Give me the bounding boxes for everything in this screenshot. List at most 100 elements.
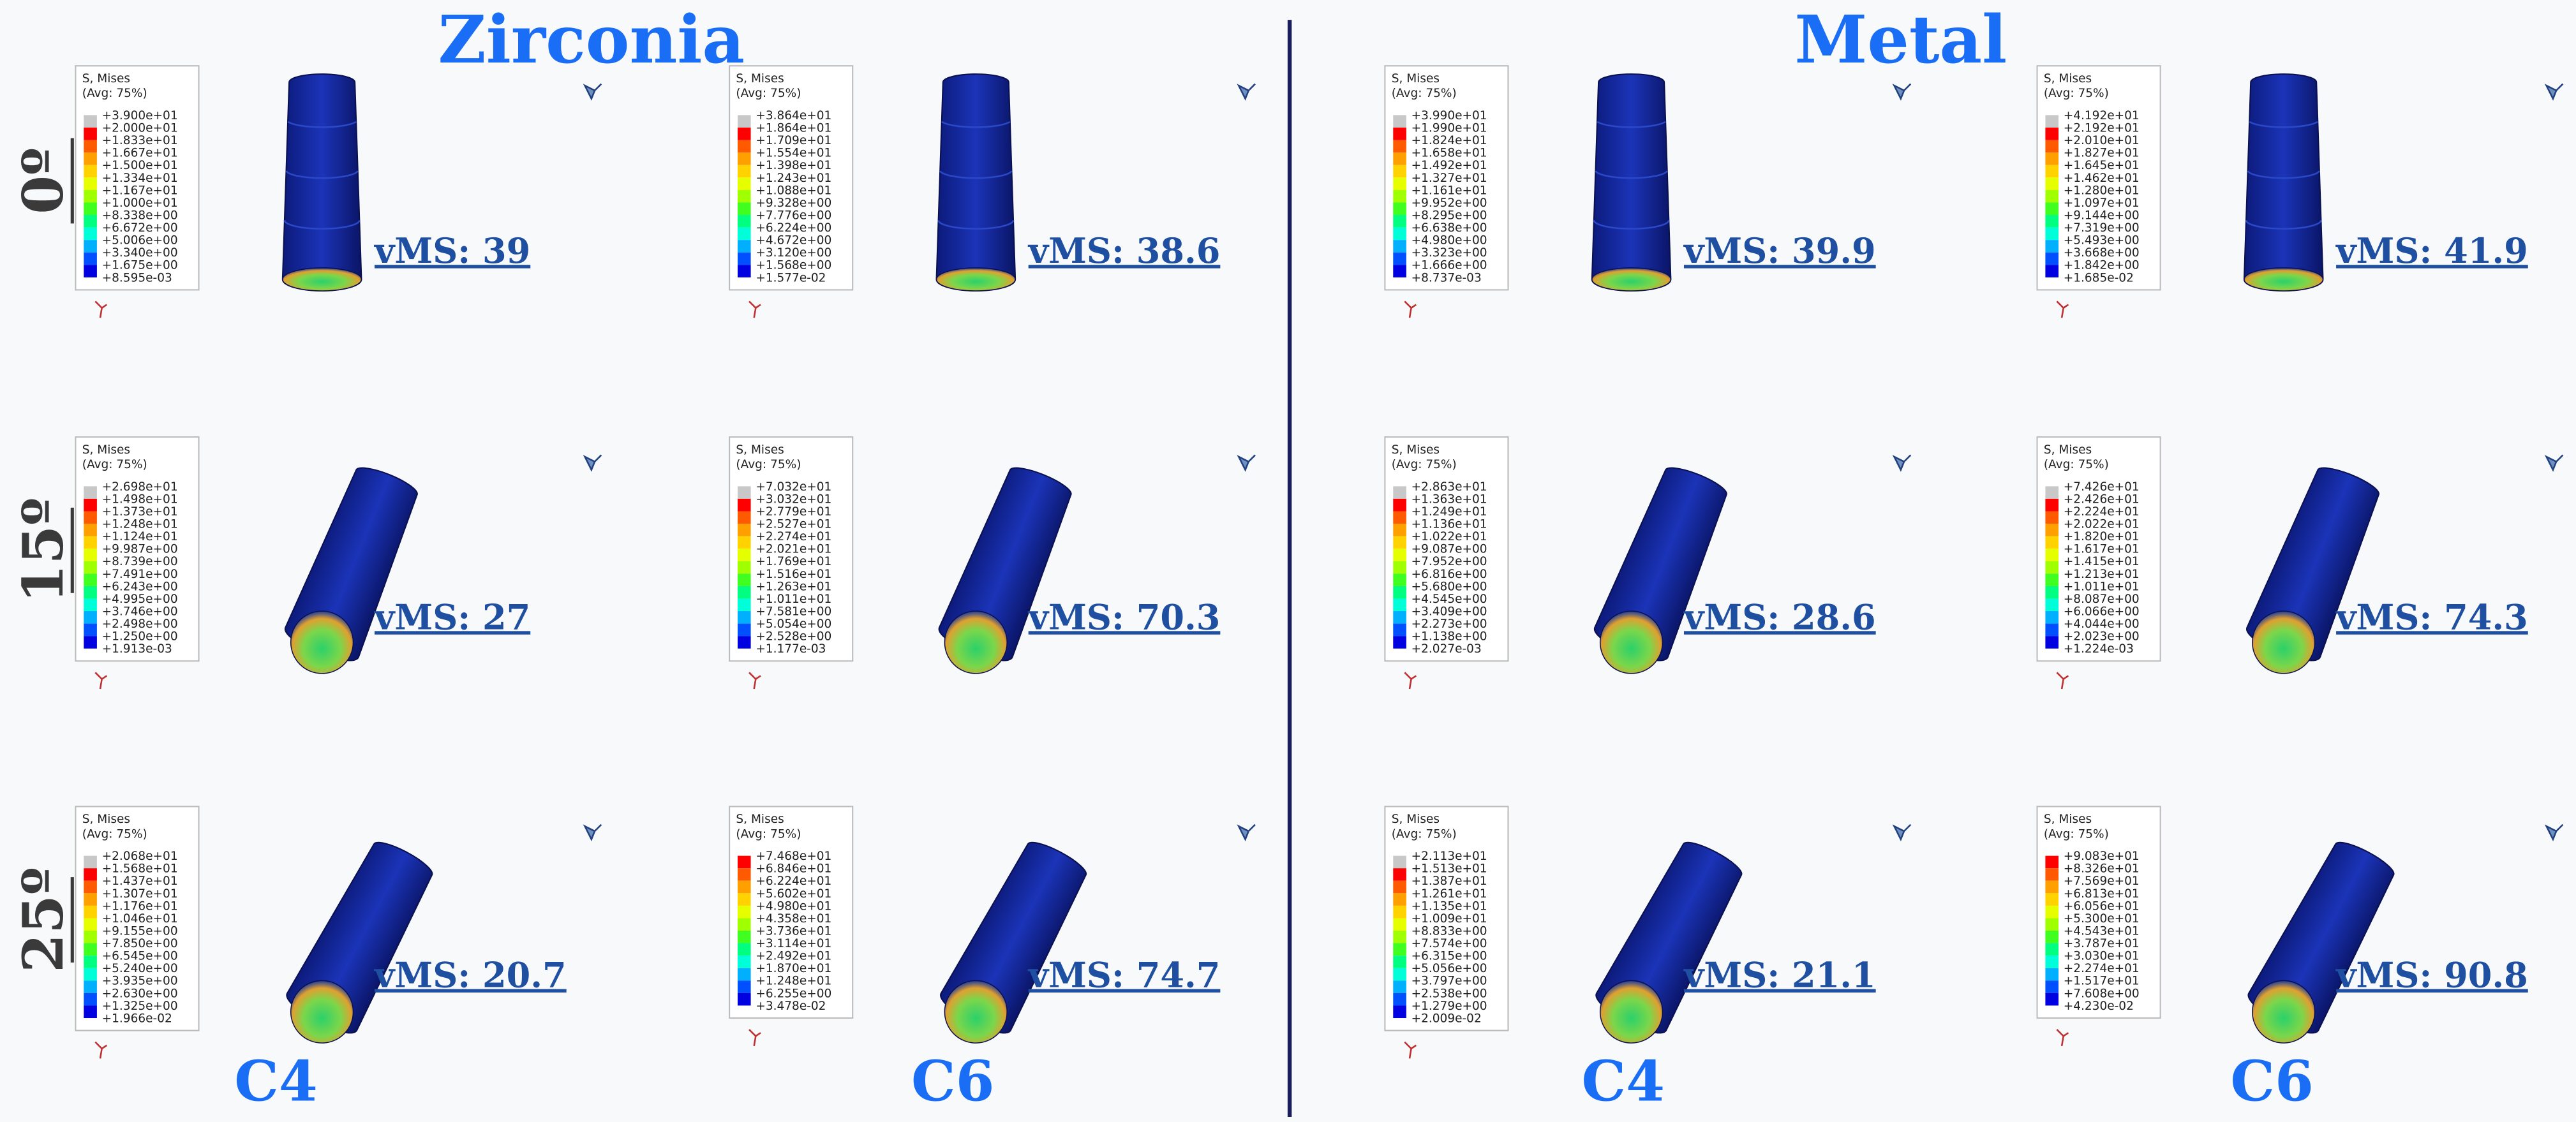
legend-value: +5.056e+00	[1411, 962, 1487, 975]
legend-value: +2.527e+01	[756, 517, 831, 531]
legend-swatch	[1393, 215, 1406, 228]
row-label-text: 0º	[10, 147, 76, 214]
vms-label: vMS: 70.3	[1028, 596, 1221, 637]
legend-swatch	[738, 498, 751, 512]
model-base	[1591, 267, 1672, 292]
legend-value: +8.326e+01	[2064, 862, 2140, 876]
legend-value: +1.675e+00	[102, 259, 178, 272]
legend-swatch	[1393, 623, 1406, 637]
legend-swatch	[2045, 561, 2059, 574]
legend-title: S, Mises	[2044, 72, 2092, 85]
legend-swatch	[2045, 880, 2059, 894]
legend-swatch	[1393, 140, 1406, 153]
legend-value: +1.176e+01	[102, 899, 178, 913]
legend-swatch	[738, 968, 751, 981]
model-base	[2252, 980, 2316, 1044]
legend-swatch	[738, 227, 751, 240]
legend-value: +2.022e+01	[2064, 517, 2140, 531]
legend-value: +1.827e+01	[2064, 147, 2140, 160]
column-label: C4	[234, 1048, 318, 1114]
legend-value: +2.779e+01	[756, 505, 831, 519]
legend-value: +1.097e+01	[2064, 196, 2140, 210]
legend-value: +1.325e+00	[102, 1000, 178, 1013]
model-base	[282, 267, 362, 292]
model	[2243, 73, 2324, 292]
legend-swatch	[84, 968, 97, 981]
legend-swatch	[738, 549, 751, 561]
header: Zirconia	[438, 1, 745, 78]
legend-swatch	[84, 598, 97, 612]
legend-value: +1.492e+01	[1411, 159, 1487, 172]
triad	[94, 672, 108, 690]
legend-value: +6.816e+00	[1411, 568, 1487, 581]
model-ring	[937, 220, 1015, 230]
legend-swatch	[2045, 486, 2059, 499]
legend-swatch	[738, 855, 751, 869]
legend-title: S, Mises	[82, 72, 130, 85]
legend-value: +6.672e+00	[102, 221, 178, 235]
triad	[1404, 1041, 1417, 1059]
row-label: 0º	[10, 138, 76, 224]
legend-value: +4.672e+00	[756, 234, 831, 247]
legend-value: +6.545e+00	[102, 950, 178, 963]
legend-value: +1.022e+01	[1411, 530, 1487, 543]
model-ring	[2245, 220, 2322, 230]
legend-value: +8.739e+00	[102, 555, 178, 568]
legend-value: +5.680e+00	[1411, 580, 1487, 593]
legend-swatch	[2045, 265, 2059, 277]
legend-swatch	[1393, 549, 1406, 561]
legend-swatch	[2045, 893, 2059, 906]
legend-swatch	[738, 893, 751, 906]
legend-swatch	[84, 115, 97, 128]
legend-value: +2.192e+01	[2064, 121, 2140, 135]
legend-value: +2.863e+01	[1411, 480, 1487, 494]
legend-value: +2.273e+00	[1411, 617, 1487, 631]
legend-swatch	[84, 636, 97, 649]
legend-swatch	[84, 586, 97, 599]
legend-subtitle: (Avg: 75%)	[82, 827, 147, 841]
legend-swatch	[84, 252, 97, 265]
legend-title: S, Mises	[736, 813, 784, 826]
legend-swatch	[84, 980, 97, 993]
legend-swatch	[2045, 993, 2059, 1006]
legend-value: +1.248e+01	[102, 517, 178, 531]
legend-value: +8.338e+00	[102, 209, 178, 222]
legend-value: +4.980e+00	[1411, 234, 1487, 247]
legend-swatch	[1393, 586, 1406, 599]
legend-swatch	[84, 265, 97, 277]
legend-swatch	[2045, 511, 2059, 524]
legend-value: +1.645e+01	[2064, 159, 2140, 172]
legend-swatch	[2045, 968, 2059, 981]
legend-value: +6.813e+01	[2064, 887, 2140, 901]
legend-value: +9.328e+00	[756, 196, 831, 210]
legend-value: +1.088e+01	[756, 184, 831, 197]
legend-value: +2.000e+01	[102, 121, 178, 135]
model-base	[944, 980, 1008, 1044]
legend-swatch	[1393, 611, 1406, 624]
legend-value: +1.824e+01	[1411, 134, 1487, 147]
model-ring	[1597, 121, 1666, 128]
legend-swatch	[1393, 536, 1406, 549]
legend-swatch	[84, 215, 97, 228]
legend-value: +7.032e+01	[756, 480, 831, 494]
legend-value: +3.032e+01	[756, 492, 831, 506]
model	[281, 73, 362, 292]
legend-value: +1.685e-02	[2064, 271, 2134, 284]
legend-swatch	[1393, 498, 1406, 512]
triad	[748, 1029, 761, 1046]
legend-value: +8.595e-03	[102, 271, 172, 284]
legend-value: +4.543e+01	[2064, 924, 2140, 938]
legend-value: +2.492e+01	[756, 950, 831, 963]
legend-value: +1.213e+01	[2064, 568, 2140, 581]
legend-swatch	[1393, 598, 1406, 612]
legend-swatch	[1393, 868, 1406, 881]
legend-title: S, Mises	[736, 443, 784, 457]
legend-value: +3.668e+00	[2064, 246, 2140, 260]
legend-swatch	[84, 905, 97, 919]
legend-subtitle: (Avg: 75%)	[2044, 458, 2109, 471]
legend-swatch	[84, 152, 97, 165]
model	[1591, 73, 1672, 292]
legend-value: +1.249e+01	[1411, 505, 1487, 519]
model-base	[1599, 980, 1664, 1044]
legend-subtitle: (Avg: 75%)	[736, 458, 801, 471]
